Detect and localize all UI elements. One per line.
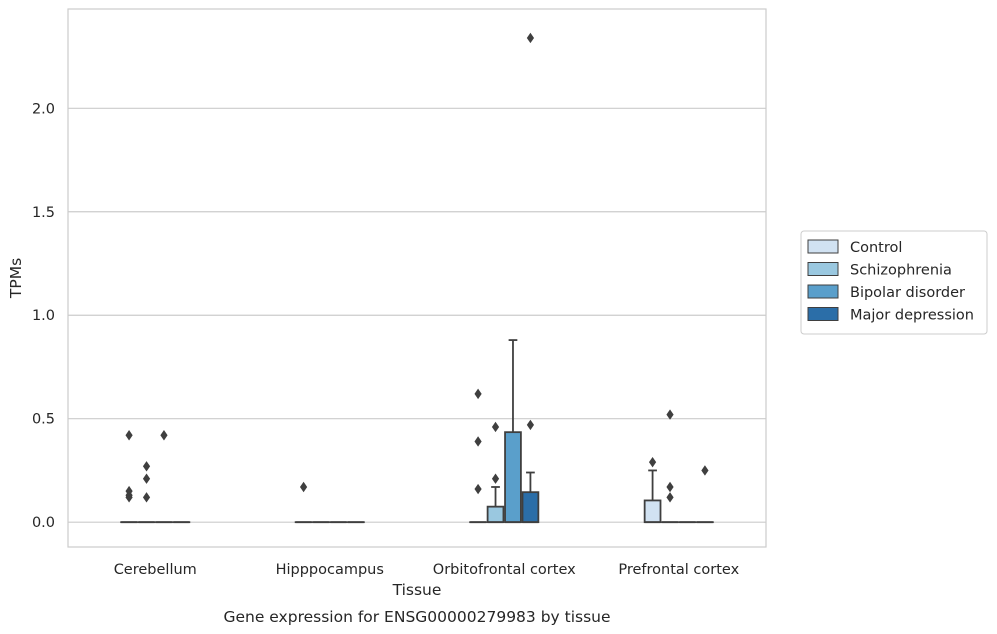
legend-label: Bipolar disorder xyxy=(850,285,965,301)
legend-label: Major depression xyxy=(850,308,974,324)
box-body xyxy=(643,499,662,524)
outlier-point xyxy=(160,430,168,441)
legend-swatch xyxy=(807,262,839,276)
box-body xyxy=(486,505,505,524)
outlier-point xyxy=(299,481,308,493)
outlier-point xyxy=(125,485,133,497)
grid-lines xyxy=(68,107,766,523)
outlier-point xyxy=(474,388,482,400)
outlier-point xyxy=(666,409,674,420)
y-tick-labels: 0.0 0.5 1.0 1.5 2.0 xyxy=(32,101,55,531)
box-2-2 xyxy=(504,339,522,524)
y-tick-label: 0.0 xyxy=(32,515,55,531)
x-tick-label: Prefrontal cortex xyxy=(618,562,739,578)
y-tick-label: 0.5 xyxy=(32,412,55,428)
outlier-point xyxy=(474,483,482,495)
box-3-0 xyxy=(643,456,662,524)
outlier-point xyxy=(142,473,151,484)
legend-swatch xyxy=(807,239,839,254)
outlier-point xyxy=(526,32,535,44)
box-0-0 xyxy=(120,430,138,524)
legend-swatch xyxy=(807,307,839,321)
y-tick-label: 1.5 xyxy=(32,205,55,221)
box-3-1 xyxy=(661,409,679,524)
legend-frame xyxy=(800,230,988,335)
outlier-point xyxy=(125,430,133,441)
y-tick-label: 2.0 xyxy=(32,101,55,117)
outlier-point xyxy=(701,465,709,476)
outlier-point xyxy=(666,481,674,493)
x-axis-label: Tissue xyxy=(392,581,442,599)
outlier-point xyxy=(648,456,657,468)
figure-caption: Gene expression for ENSG00000279983 by t… xyxy=(223,608,610,626)
box-2-1 xyxy=(486,421,505,524)
y-axis-label: TPMs xyxy=(7,258,25,299)
x-tick-label: Cerebellum xyxy=(114,562,197,578)
legend-label: Schizophrenia xyxy=(850,263,952,279)
box-0-1 xyxy=(137,461,156,524)
plot-area-frame xyxy=(67,8,767,548)
box-body xyxy=(521,491,540,524)
outlier-point xyxy=(666,492,674,503)
box-2-0 xyxy=(469,388,487,524)
x-tick-label: Orbitofrontal cortex xyxy=(433,562,576,578)
box-2-3 xyxy=(521,32,540,524)
box-body xyxy=(504,431,522,524)
outlier-point xyxy=(491,473,500,484)
y-tick-label: 1.0 xyxy=(32,308,55,324)
legend-swatch xyxy=(807,284,839,299)
box-3-3 xyxy=(696,465,714,524)
legend-label: Control xyxy=(850,240,902,256)
x-tick-label: Hipppocampus xyxy=(276,562,384,578)
plot-marks xyxy=(120,32,714,524)
outlier-point xyxy=(142,492,151,503)
outlier-point xyxy=(474,436,482,447)
outlier-point xyxy=(142,461,151,472)
box-0-2 xyxy=(155,430,173,524)
outlier-point xyxy=(526,419,535,431)
legend: Control Schizophrenia Bipolar disorder Majo… xyxy=(800,230,988,335)
outlier-point xyxy=(491,421,500,433)
x-tick-labels: Cerebellum Hipppocampus Orbitofrontal cort… xyxy=(114,562,740,578)
box-1-0 xyxy=(294,481,313,524)
